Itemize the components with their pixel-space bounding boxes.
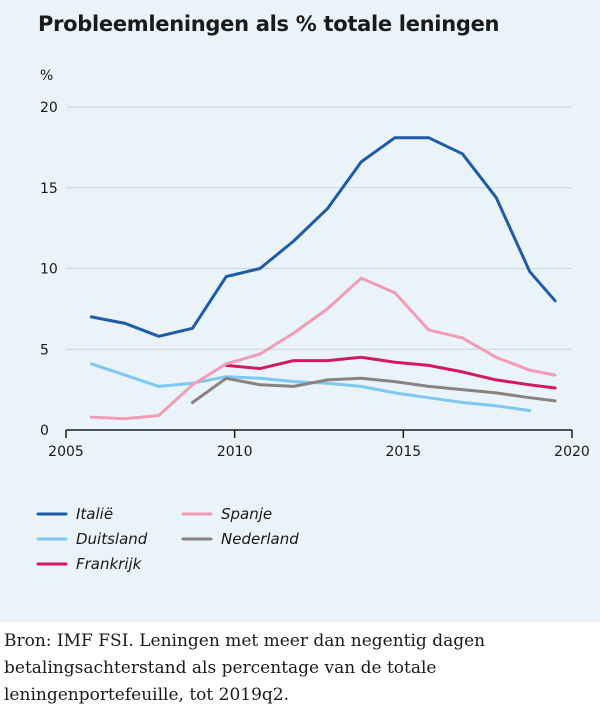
y-tick-label: 15: [40, 181, 58, 197]
legend-label: Duitsland: [76, 530, 148, 548]
series-lines: [89, 136, 557, 421]
series-line-spanje: [89, 276, 557, 421]
grid-lines: [66, 106, 572, 431]
y-tick-label: 5: [40, 342, 49, 358]
y-tick-label: 20: [40, 100, 58, 116]
x-tick-label: 2010: [217, 444, 253, 460]
legend-label: Nederland: [221, 530, 299, 548]
y-tick-label: 10: [40, 262, 58, 278]
x-axis-ticks: 2005 2010 2015 2020: [48, 430, 590, 460]
source-caption: Bron: IMF FSI. Leningen met meer dan neg…: [4, 631, 486, 705]
series-line-frankrijk: [224, 355, 557, 390]
y-axis-ticks: 0 5 10 15 20: [40, 100, 58, 439]
x-tick-label: 2005: [48, 444, 84, 460]
y-tick-label: 0: [40, 423, 49, 439]
chart-title: Probleemleningen als % totale leningen: [38, 12, 500, 36]
y-axis-unit-label: %: [40, 68, 53, 84]
legend-label: Italië: [76, 505, 113, 523]
chart-panel: Probleemleningen als % totale leningen %…: [0, 0, 600, 622]
x-tick-label: 2015: [386, 444, 422, 460]
x-tick-label: 2020: [554, 444, 590, 460]
series-line-itali: [89, 136, 557, 338]
line-chart: % 0 5 10 15 20 2005 2010 2015 2020 Italië Duitsl…: [36, 68, 590, 573]
series-line-nederland: [191, 376, 557, 404]
legend-label: Frankrijk: [76, 555, 143, 573]
legend: Italië Duitsland Frankrijk Spanje Nederland: [36, 505, 299, 573]
legend-label: Spanje: [221, 505, 272, 523]
